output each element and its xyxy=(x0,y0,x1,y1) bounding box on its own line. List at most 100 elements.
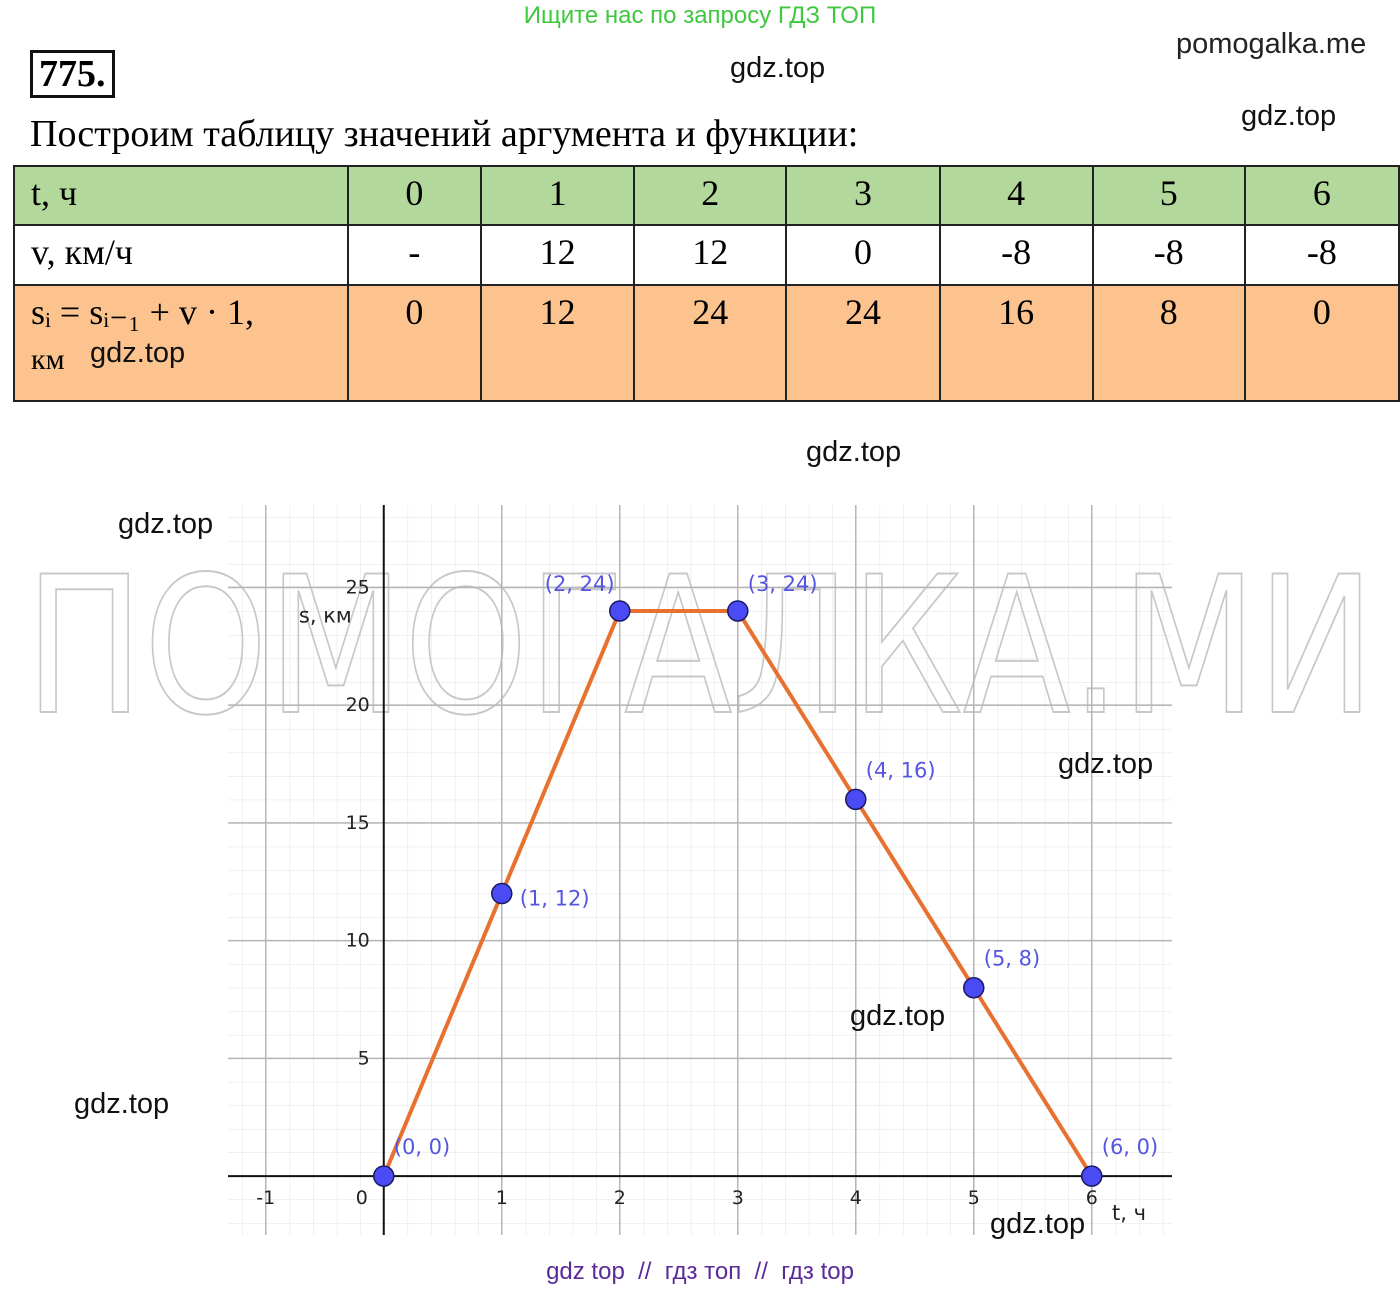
data-point xyxy=(373,1165,395,1187)
cell-text: 12 xyxy=(539,232,576,272)
table-cell: 3 xyxy=(785,165,941,226)
data-label: (6, 0) xyxy=(1102,1135,1158,1159)
data-point xyxy=(1081,1165,1103,1187)
watermark: gdz.top xyxy=(850,1000,946,1032)
table-cell: t, ч xyxy=(13,165,349,226)
x-tick-label: 4 xyxy=(850,1187,862,1209)
table-cell: -8 xyxy=(1091,224,1246,286)
cell-text: 6 xyxy=(1312,173,1331,213)
x-tick-label: 5 xyxy=(968,1187,980,1209)
cell-text: t, ч xyxy=(31,173,78,213)
y-tick-label: 5 xyxy=(358,1047,370,1069)
cell-text: 24 xyxy=(844,292,881,332)
table-cell: -8 xyxy=(1243,224,1400,286)
cell-text: 8 xyxy=(1159,292,1178,332)
table-cell: 5 xyxy=(1091,165,1246,226)
table-cell: 0 xyxy=(346,165,483,226)
watermark: gdz.top xyxy=(990,1208,1086,1240)
cell-text: 3 xyxy=(853,173,872,213)
cell-text: -8 xyxy=(1153,232,1184,272)
cell-text: 5 xyxy=(1159,173,1178,213)
table-cell: 12 xyxy=(480,224,636,286)
cell-text: - xyxy=(408,232,421,272)
table-cell: 1 xyxy=(480,165,636,226)
watermark: gdz.top xyxy=(806,436,902,468)
table-cell: 12 xyxy=(633,224,788,286)
cell-text: 12 xyxy=(539,292,576,332)
cell-text: sᵢ = sᵢ₋₁ + v · 1, xyxy=(31,292,254,332)
watermark: gdz.top xyxy=(74,1088,170,1120)
data-label: (4, 16) xyxy=(866,758,936,782)
big-watermark: ПОМОГАЛКА.МИ xyxy=(25,536,1375,757)
cell-text: 0 xyxy=(405,173,424,213)
data-point xyxy=(963,976,985,999)
table-cell: - xyxy=(346,224,483,286)
cell-unit: км xyxy=(31,343,65,376)
value-table: t, ч 0 1 2 3 4 5 6 v, км/ч -12 12 0 -8 -8 -8 sᵢ = sᵢ₋₁ … xyxy=(13,165,1400,402)
data-label: (1, 12) xyxy=(520,887,590,911)
data-point xyxy=(491,882,513,905)
cell-text: 12 xyxy=(692,232,729,272)
table-row: t, ч 0 1 2 3 4 5 6 xyxy=(13,165,1400,226)
x-axis-label: t, ч xyxy=(1112,1201,1146,1225)
data-point xyxy=(845,788,867,811)
cell-text: 2 xyxy=(701,173,720,213)
table-cell: 4 xyxy=(938,165,1094,226)
table-row: sᵢ = sᵢ₋₁ + v · 1, км 0 12 24 24 16 8 0 xyxy=(13,284,1400,402)
watermark: gdz.top xyxy=(1241,100,1337,132)
x-tick-label: 0 xyxy=(356,1187,368,1209)
cell-text: 24 xyxy=(692,292,729,332)
data-label: (2, 24) xyxy=(545,572,615,596)
cell-text: 4 xyxy=(1007,173,1026,213)
cell-text: 16 xyxy=(998,292,1035,332)
footer[interactable]: gdz top // гдз топ // гдз top xyxy=(546,1258,854,1285)
data-point xyxy=(609,600,631,622)
data-label: (5, 8) xyxy=(984,947,1040,971)
cell-text: -8 xyxy=(1001,232,1032,272)
cell-text: -8 xyxy=(1306,232,1337,272)
table-cell: 16 xyxy=(938,284,1094,402)
data-point xyxy=(727,600,749,622)
table-cell: v, км/ч xyxy=(13,224,349,286)
table-cell: sᵢ = sᵢ₋₁ + v · 1, км xyxy=(13,284,349,402)
y-axis-label: s, км xyxy=(299,604,352,628)
x-tick-label: 6 xyxy=(1086,1187,1098,1209)
cell-text: 0 xyxy=(1312,292,1331,332)
data-label: (0, 0) xyxy=(394,1135,450,1159)
table-cell: 24 xyxy=(633,284,788,402)
watermark: gdz.top xyxy=(90,337,186,369)
cell-text: 0 xyxy=(405,292,424,332)
table-cell: 0 xyxy=(785,224,941,286)
intro-text: Построим таблицу значений аргумента и фу… xyxy=(30,113,859,155)
cell-text: 0 xyxy=(853,232,872,272)
table-cell: 0 xyxy=(1243,284,1400,402)
x-tick-label: -1 xyxy=(256,1187,275,1209)
data-label: (3, 24) xyxy=(748,572,818,596)
banner[interactable]: Ищите нас по запросу ГДЗ ТОП xyxy=(523,2,877,29)
table-row: v, км/ч - 12 12 0 -8 -8 -8 xyxy=(13,224,1400,286)
minor-grid xyxy=(228,505,1172,1235)
x-tick-label: 2 xyxy=(614,1187,626,1209)
cell-text: 1 xyxy=(548,173,567,213)
table-cell: 0 xyxy=(346,284,483,402)
y-tick-label: 20 xyxy=(346,694,370,716)
table-cell: -8 xyxy=(938,224,1094,286)
y-tick-label: 10 xyxy=(346,930,370,952)
watermark: gdz.top xyxy=(1058,748,1154,780)
table-cell: 24 xyxy=(785,284,941,402)
table-cell: 8 xyxy=(1091,284,1246,402)
y-tick-label: 25 xyxy=(346,576,370,598)
table-cell: 2 xyxy=(633,165,788,226)
table-cell: 6 xyxy=(1243,165,1400,226)
x-tick-label: 3 xyxy=(732,1187,744,1209)
table-cell: 12 xyxy=(480,284,636,402)
cell-text: v, км/ч xyxy=(31,232,134,272)
y-tick-label: 15 xyxy=(346,812,370,834)
x-tick-label: 1 xyxy=(496,1187,508,1209)
site-name: pomogalka.me xyxy=(1176,28,1367,60)
exercise-number: 775. xyxy=(30,50,115,98)
watermark: gdz.top xyxy=(730,52,826,84)
watermark: gdz.top xyxy=(118,508,214,540)
